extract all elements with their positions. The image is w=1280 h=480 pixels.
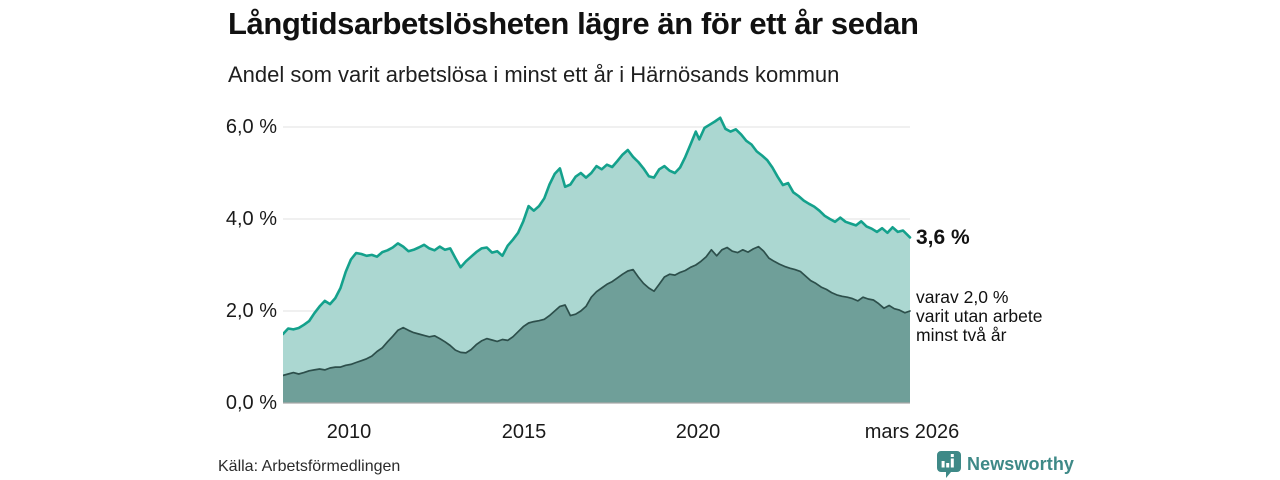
x-axis-tick-label-mars-2026: mars 2026 <box>864 421 960 443</box>
y-axis-tick-label-2: 2,0 % <box>225 300 277 322</box>
x-axis-tick-label-2015: 2015 <box>501 421 547 443</box>
newsworthy-logo[interactable]: Newsworthy <box>937 451 1074 478</box>
area-chart-plot <box>283 116 912 404</box>
series-line-minst-ett-ar <box>283 116 912 336</box>
chart-subtitle: Andel som varit arbetslösa i minst ett å… <box>228 62 840 87</box>
chart-title: Långtidsarbetslösheten lägre än för ett … <box>228 6 919 41</box>
series-end-label-two-years-line3: minst två år <box>916 325 1007 345</box>
newsworthy-logo-text: Newsworthy <box>967 454 1075 474</box>
series-line-minst-tva-ar <box>283 245 911 377</box>
y-axis-tick-label-0: 0,0 % <box>225 392 277 414</box>
y-axis-tick-label-4: 4,0 % <box>225 208 277 230</box>
x-axis-tick-label-2010: 2010 <box>326 421 372 443</box>
y-axis-tick-label-6: 6,0 % <box>225 116 277 138</box>
area-fill-minst-tva-ar <box>283 246 910 403</box>
series-end-label-two-years-line2: varit utan arbete <box>916 306 1043 326</box>
series-end-label-two-years-line1: varav 2,0 % <box>916 287 1009 307</box>
series-end-label-total: 3,6 % <box>916 226 970 249</box>
series-end-label-two-years: varav 2,0 % varit utan arbete minst två … <box>916 288 1042 345</box>
source-attribution: Källa: Arbetsförmedlingen <box>218 458 401 475</box>
newsworthy-logo-icon <box>937 451 961 478</box>
x-axis-tick-label-2020: 2020 <box>675 421 721 443</box>
